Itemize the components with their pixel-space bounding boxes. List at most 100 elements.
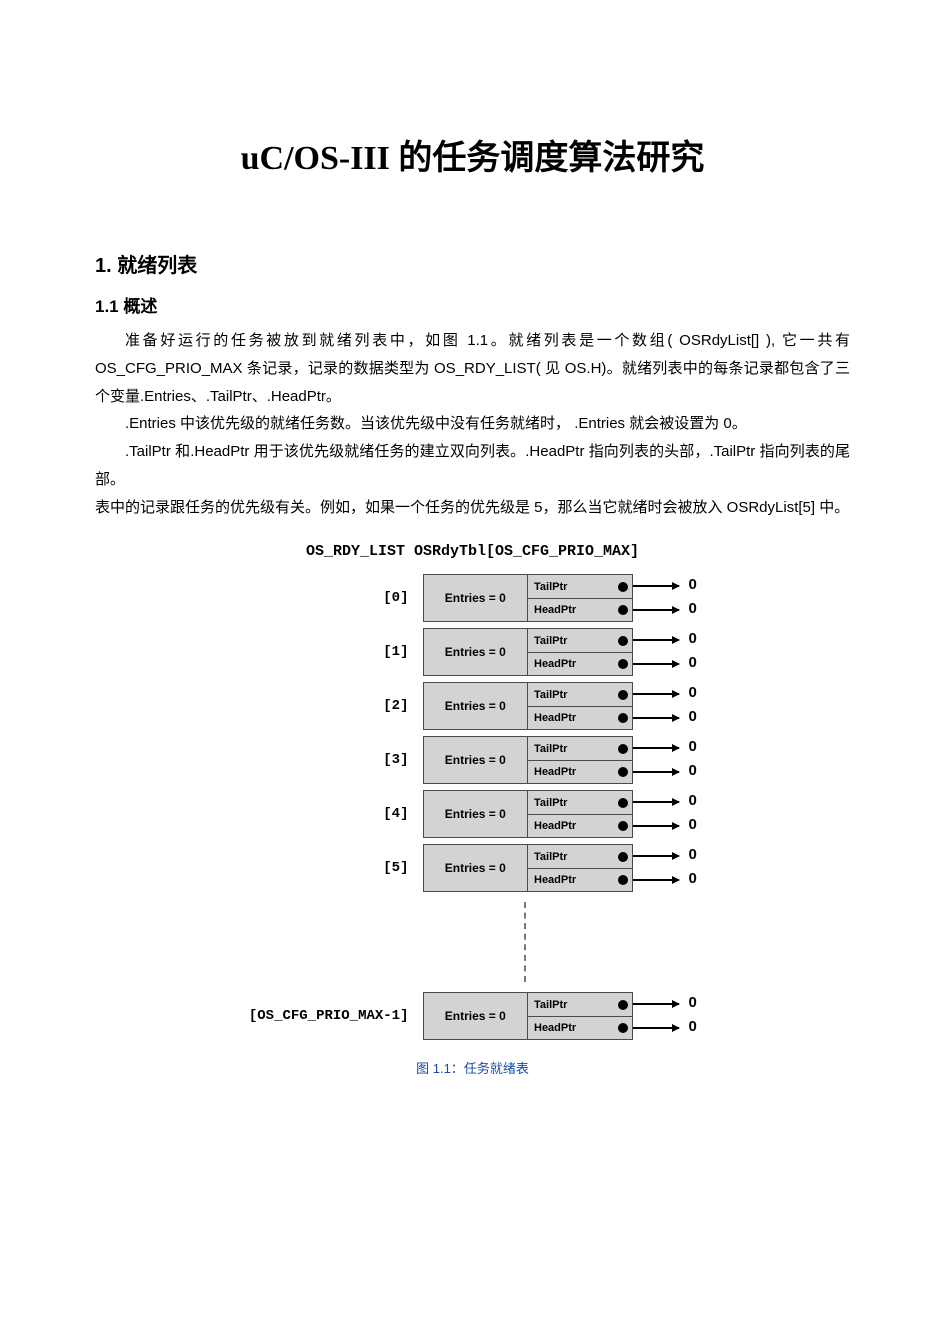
pointer-dot-icon (618, 767, 628, 777)
diagram-title: OS_RDY_LIST OSRdyTbl[OS_CFG_PRIO_MAX] (95, 543, 850, 560)
zero-value: 0 (689, 994, 697, 1011)
pointer-dot-icon (618, 659, 628, 669)
tailptr-label: TailPtr (528, 845, 632, 869)
arrow-icon (633, 609, 679, 611)
tailptr-label: TailPtr (528, 683, 632, 707)
pointer-dot-icon (618, 744, 628, 754)
entries-label: Entries = 0 (424, 845, 529, 891)
row-index: [1] (233, 644, 423, 660)
arrow-icon (633, 771, 679, 773)
arrow-icon (633, 825, 679, 827)
entry-cell: Entries = 0 TailPtr HeadPtr (423, 992, 633, 1040)
figure-caption: 图 1.1：任务就绪表 (95, 1058, 850, 1077)
arrow-icon (633, 879, 679, 881)
diagram-row: [2] Entries = 0 TailPtr HeadPtr 0 0 (233, 682, 713, 730)
pointer-dot-icon (618, 1023, 628, 1033)
entry-cell: Entries = 0 TailPtr HeadPtr (423, 844, 633, 892)
section-heading-1-1: 1.1 概述 (95, 292, 850, 317)
zero-value: 0 (689, 708, 697, 725)
arrow-group: 0 0 (633, 992, 713, 1040)
tailptr-label: TailPtr (528, 629, 632, 653)
headptr-label: HeadPtr (528, 1017, 632, 1040)
arrow-icon (633, 693, 679, 695)
zero-value: 0 (689, 738, 697, 755)
arrow-icon (633, 1027, 679, 1029)
entry-cell: Entries = 0 TailPtr HeadPtr (423, 628, 633, 676)
row-index: [3] (233, 752, 423, 768)
paragraph: .Entries 中该优先级的就绪任务数。当该优先级中没有任务就绪时， .Ent… (95, 410, 850, 438)
document-page: uC/OS-III 的任务调度算法研究 1. 就绪列表 1.1 概述 准备好运行… (0, 0, 945, 1137)
arrow-group: 0 0 (633, 628, 713, 676)
zero-value: 0 (689, 630, 697, 647)
tailptr-label: TailPtr (528, 791, 632, 815)
zero-value: 0 (689, 816, 697, 833)
diagram-row: [1] Entries = 0 TailPtr HeadPtr 0 0 (233, 628, 713, 676)
row-index: [0] (233, 590, 423, 606)
entry-cell: Entries = 0 TailPtr HeadPtr (423, 790, 633, 838)
arrow-group: 0 0 (633, 682, 713, 730)
pointer-dot-icon (618, 690, 628, 700)
arrow-icon (633, 639, 679, 641)
arrow-icon (633, 747, 679, 749)
pointer-dot-icon (618, 852, 628, 862)
diagram-row: [5] Entries = 0 TailPtr HeadPtr 0 0 (233, 844, 713, 892)
tailptr-label: TailPtr (528, 737, 632, 761)
arrow-group: 0 0 (633, 574, 713, 622)
row-index: [5] (233, 860, 423, 876)
zero-value: 0 (689, 870, 697, 887)
row-index: [4] (233, 806, 423, 822)
pointer-dot-icon (618, 713, 628, 723)
diagram-row: [3] Entries = 0 TailPtr HeadPtr 0 0 (233, 736, 713, 784)
pointer-dot-icon (618, 821, 628, 831)
pointer-dot-icon (618, 605, 628, 615)
headptr-label: HeadPtr (528, 761, 632, 784)
diagram-ready-list: OS_RDY_LIST OSRdyTbl[OS_CFG_PRIO_MAX] [0… (95, 543, 850, 1077)
arrow-group: 0 0 (633, 736, 713, 784)
headptr-label: HeadPtr (528, 653, 632, 676)
entries-label: Entries = 0 (424, 575, 529, 621)
diagram-row: [4] Entries = 0 TailPtr HeadPtr 0 0 (233, 790, 713, 838)
arrow-icon (633, 801, 679, 803)
arrow-icon (633, 663, 679, 665)
pointer-dot-icon (618, 1000, 628, 1010)
arrow-icon (633, 1003, 679, 1005)
entry-cell: Entries = 0 TailPtr HeadPtr (423, 736, 633, 784)
headptr-label: HeadPtr (528, 869, 632, 892)
arrow-icon (633, 585, 679, 587)
zero-value: 0 (689, 600, 697, 617)
entries-label: Entries = 0 (424, 683, 529, 729)
pointer-dot-icon (618, 636, 628, 646)
pointer-dot-icon (618, 798, 628, 808)
zero-value: 0 (689, 654, 697, 671)
zero-value: 0 (689, 846, 697, 863)
entry-cell: Entries = 0 TailPtr HeadPtr (423, 682, 633, 730)
tailptr-label: TailPtr (528, 575, 632, 599)
diagram-row: [0] Entries = 0 TailPtr HeadPtr 0 0 (233, 574, 713, 622)
entries-label: Entries = 0 (424, 993, 529, 1039)
entries-label: Entries = 0 (424, 629, 529, 675)
pointer-dot-icon (618, 582, 628, 592)
entries-label: Entries = 0 (424, 737, 529, 783)
zero-value: 0 (689, 684, 697, 701)
paragraph: .TailPtr 和.HeadPtr 用于该优先级就绪任务的建立双向列表。.He… (95, 438, 850, 494)
page-title: uC/OS-III 的任务调度算法研究 (95, 130, 850, 179)
arrow-icon (633, 717, 679, 719)
zero-value: 0 (689, 1018, 697, 1035)
row-index: [OS_CFG_PRIO_MAX-1] (233, 1008, 423, 1024)
tailptr-label: TailPtr (528, 993, 632, 1017)
entry-cell: Entries = 0 TailPtr HeadPtr (423, 574, 633, 622)
headptr-label: HeadPtr (528, 599, 632, 622)
zero-value: 0 (689, 576, 697, 593)
pointer-dot-icon (618, 875, 628, 885)
section-heading-1: 1. 就绪列表 (95, 249, 850, 278)
arrow-group: 0 0 (633, 790, 713, 838)
ellipsis-vertical-icon (524, 902, 526, 982)
zero-value: 0 (689, 762, 697, 779)
headptr-label: HeadPtr (528, 815, 632, 838)
diagram-row: [OS_CFG_PRIO_MAX-1] Entries = 0 TailPtr … (233, 992, 713, 1040)
arrow-group: 0 0 (633, 844, 713, 892)
diagram-rows: [0] Entries = 0 TailPtr HeadPtr 0 0 [1] … (95, 574, 850, 1046)
paragraph: 准备好运行的任务被放到就绪列表中，如图 1.1。就绪列表是一个数组( OSRdy… (95, 327, 850, 410)
row-index: [2] (233, 698, 423, 714)
arrow-icon (633, 855, 679, 857)
